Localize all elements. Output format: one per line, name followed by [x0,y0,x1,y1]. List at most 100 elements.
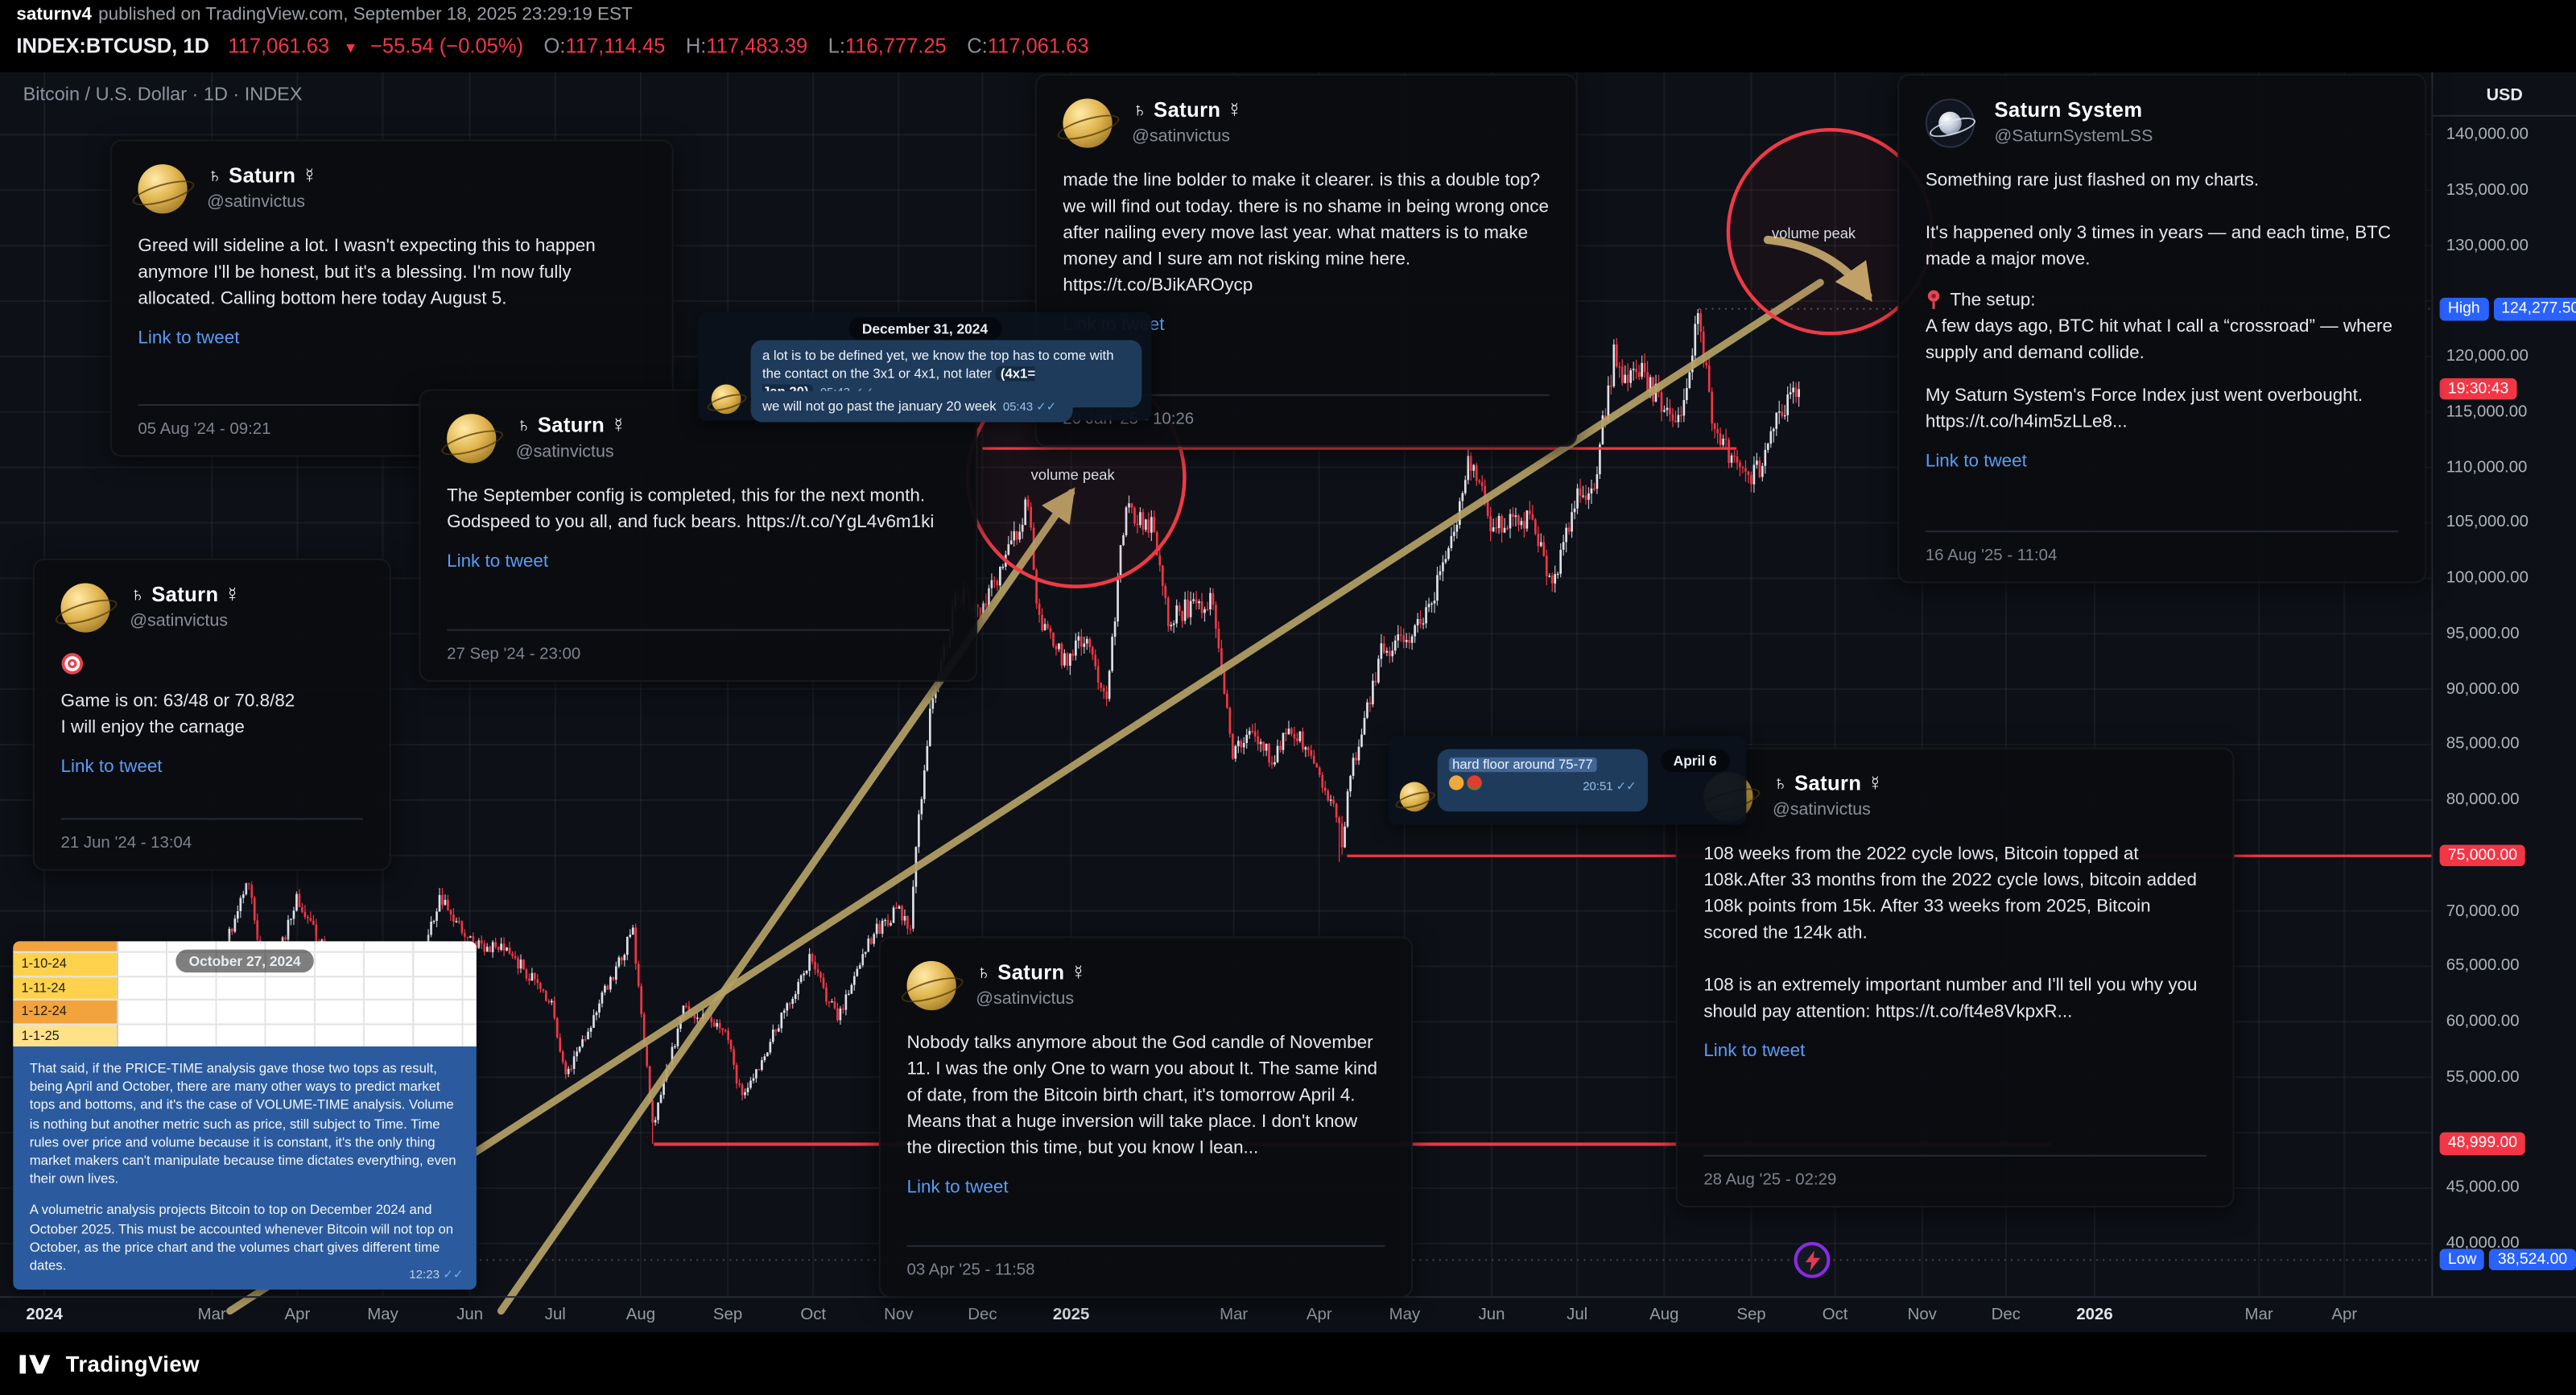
time-axis-label: Oct [800,1306,827,1324]
close-label: C: [967,34,988,58]
tweet-text: The setup: [1950,290,2036,310]
time-axis-label: Aug [625,1306,656,1324]
tweet-link[interactable]: Link to tweet [906,1178,1009,1198]
time-axis-label: Oct [1822,1306,1848,1324]
time-axis-label: Aug [1649,1306,1679,1324]
open-value: 117,114.45 [565,34,666,58]
price-change: −55.54 (−0.05%) [369,34,524,58]
tradingview-logo-icon[interactable] [19,1350,54,1378]
tweet-author-name: ♄ Saturn ☿ [1773,772,1884,795]
price-axis-label: 140,000.00 [2446,126,2529,144]
chat-screenshot-apr6: April 6 hard floor around 75-77 20:51 ✓✓ [1388,736,1747,825]
chat-date-pill: October 27, 2024 [175,949,314,973]
bar-countdown-badge: 19:30:43 [2439,378,2517,401]
tweet-card: ♄ Saturn ☿ @satinvictus 108 weeks from t… [1675,747,2235,1207]
time-axis-label: Mar [2244,1306,2273,1324]
low-value: 116,777.25 [844,34,947,58]
open-label: O: [543,34,566,58]
tweet-text: My Saturn System's Force Index just went… [1925,386,2363,432]
low-label: L: [828,34,845,58]
price-axis-label: 60,000.00 [2446,1013,2520,1031]
time-axis-label: Apr [2331,1306,2358,1324]
price-axis-label: 120,000.00 [2446,347,2529,366]
price-axis-label: 40,000.00 [2446,1234,2520,1253]
high-price-badge: High 124,277.50 [2439,298,2576,320]
time-axis-label: Sep [1736,1306,1766,1324]
time-axis-label: 2024 [26,1306,63,1324]
price-axis-label: 130,000.00 [2446,236,2529,255]
time-axis-label: Mar [1220,1306,1249,1324]
tweet-author-name: ♄ Saturn ☿ [207,164,318,188]
symbol-name: INDEX:BTCUSD, 1D [16,34,209,58]
time-axis-label: Nov [884,1306,914,1324]
price-axis-label: 95,000.00 [2446,625,2520,643]
close-value: 117,061.63 [987,34,1089,58]
last-price: 117,061.63 [228,34,330,58]
tweet-link[interactable]: Link to tweet [1703,1041,1806,1062]
high-value: 117,483.39 [706,34,808,58]
tweet-date: 28 Aug '25 - 02:29 [1703,1154,2207,1190]
tweet-date: 27 Sep '24 - 23:00 [447,629,950,663]
tweet-author-handle: @SaturnSystemLSS [1994,126,2153,147]
sheet-row-label: 1-1-25 [13,1024,118,1046]
author-link[interactable]: saturnv4 [16,5,92,25]
time-axis-label: May [367,1306,398,1324]
tweet-card: Saturn System @SaturnSystemLSS Something… [1897,73,2427,584]
tweet-link[interactable]: Link to tweet [138,328,240,349]
trendline-long[interactable] [226,279,1824,1315]
tweet-text: Something rare just flashed on my charts… [1925,171,2392,270]
chat-date-pill: December 31, 2024 [848,316,1001,340]
tweet-card: ♄ Saturn ☿ @satinvictus made the line bo… [1034,73,1578,448]
tweet-text: made the line bolder to make it clearer.… [1063,171,1549,296]
tweet-author-handle: @satinvictus [207,192,305,213]
chat-message: we will not go past the january 20 week [762,398,997,415]
dart-target-icon [61,653,84,675]
chat-caption: That said, if the PRICE-TIME analysis ga… [13,1046,477,1290]
volume-peak-label-1: volume peak [1031,466,1116,483]
price-axis-label: 65,000.00 [2446,957,2520,976]
time-axis[interactable]: 2024 Mar Apr May Jun Jul Aug Sep Oct Nov Dec 2025 Ma… [0,1296,2576,1334]
tweet-link[interactable]: Link to tweet [447,551,549,572]
chat-bubble: hard floor around 75-77 20:51 ✓✓ [1437,749,1648,812]
saturn-avatar [906,960,956,1011]
time-axis-label: Dec [968,1306,997,1324]
price-axis-label: 105,000.00 [2446,514,2529,532]
curved-arrow[interactable] [1763,235,1872,303]
tweet-link[interactable]: Link to tweet [60,757,163,778]
tweet-author-name: ♄ Saturn ☿ [1132,98,1243,122]
price-axis-label: 135,000.00 [2446,180,2529,200]
tweet-link[interactable]: Link to tweet [1925,452,2027,472]
price-axis-label: 45,000.00 [2446,1178,2520,1198]
price-axis[interactable]: USD 140,000.00 135,000.00 130,000.00 120,00… [2431,72,2576,1297]
time-axis-label: 2026 [2076,1306,2113,1324]
ohlc-bar: INDEX:BTCUSD, 1D 117,061.63 ▼ −55.54 (−0… [16,35,1088,58]
time-axis-label: Jul [544,1306,566,1324]
tweet-text: The September config is completed, this … [447,486,935,533]
high-label: H: [685,34,707,58]
time-axis-label: Jun [1478,1306,1505,1324]
time-axis-label: Mar [197,1306,226,1324]
sheet-row-label: 1-10-24 [13,952,118,976]
tradingview-wordmark[interactable]: TradingView [65,1351,200,1376]
tweet-date: 05 Aug '24 - 09:21 [138,404,646,439]
low-price-badge: Low 38,524.00 [2439,1248,2576,1271]
sheet-row-label: 1-11-24 [13,976,118,999]
saturn-avatar [138,164,188,214]
chat-screenshot-oct27: 1-10-24 1-11-24 1-12-24 1-1-25 October 2… [13,941,477,1290]
currency-button[interactable]: USD [2433,76,2576,117]
tweet-date: 16 Aug '25 - 11:04 [1925,530,2399,565]
chat-date-pill: April 6 [1660,749,1730,773]
tweet-author-name: ♄ Saturn ☿ [515,414,627,437]
tweet-card: ♄ Saturn ☿ @satinvictus Greed will sidel… [109,139,674,457]
time-axis-label: Dec [1991,1306,2021,1324]
read-checks-icon: ✓✓ [1616,778,1637,794]
support-price-badge: 48,999.00 [2439,1133,2526,1155]
tweet-date: 03 Apr '25 - 11:58 [906,1244,1385,1280]
price-axis-label: 55,000.00 [2446,1068,2520,1087]
tweet-author-name: ♄ Saturn ☿ [976,960,1087,984]
tweet-card: ♄ Saturn ☿ @satinvictus Nobody talks any… [878,936,1414,1298]
saturn-avatar [1399,782,1430,812]
chat-message: A volumetric analysis projects Bitcoin t… [29,1203,454,1273]
saturn-avatar [447,414,497,464]
